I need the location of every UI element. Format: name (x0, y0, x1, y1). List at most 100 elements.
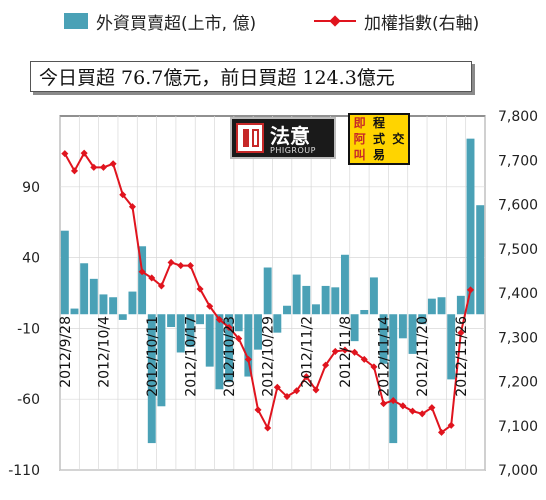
right-tick-label: 7,000 (498, 463, 538, 479)
index-point (409, 407, 417, 415)
bar (456, 295, 465, 315)
x-tick-label: 2012/10/23 (222, 316, 238, 397)
index-point (273, 383, 281, 391)
bar (350, 314, 359, 342)
bar (118, 314, 127, 320)
legend-bar-label: 外資買賣超(上市, 億) (96, 13, 257, 34)
index-point (167, 258, 175, 267)
index-point (293, 387, 301, 395)
index-point (61, 150, 69, 158)
index-point (99, 163, 108, 171)
bar (138, 246, 147, 315)
index-point (80, 149, 88, 157)
index-point (264, 424, 272, 432)
index-point (157, 282, 165, 290)
x-tick-label: 2012/11/20 (415, 316, 431, 397)
x-tick-label: 2012/11/8 (338, 316, 354, 388)
bar (234, 314, 243, 332)
right-tick-label: 7,700 (498, 153, 538, 169)
logo2-char: 程 (372, 116, 385, 130)
right-tick-label: 7,400 (498, 286, 538, 302)
logo2-char: 式 (372, 132, 385, 146)
bar (418, 314, 427, 325)
bar (389, 314, 398, 444)
summary-box: 今日買超 76.7億元，前日買超 124.3億元 (30, 61, 472, 92)
x-tick-label: 2012/10/17 (183, 316, 199, 397)
left-tick-label: -10 (17, 321, 40, 337)
right-tick-label: 7,500 (498, 242, 538, 258)
legend-bar-swatch (64, 13, 88, 29)
logo2-char: 阿 (353, 132, 366, 146)
index-point (466, 286, 475, 294)
index-point (90, 163, 98, 171)
legend-line-label: 加權指數(右軸) (364, 13, 480, 34)
index-point (302, 373, 310, 381)
index-point (457, 329, 465, 337)
bar (466, 138, 475, 315)
legend-line-swatch (314, 13, 356, 29)
index-point (186, 262, 194, 270)
index-point (138, 268, 146, 276)
phigroup-logo-subtext: PHIGROUP (270, 146, 316, 155)
bar (398, 314, 407, 339)
bar (360, 309, 369, 315)
bar (408, 314, 417, 354)
bar (331, 287, 340, 315)
bar (225, 314, 233, 383)
index-point (148, 274, 156, 282)
index-point (341, 346, 349, 354)
bar (147, 314, 156, 444)
logo2-char: 交 (392, 132, 405, 146)
x-tick-label: 2012/11/26 (454, 316, 470, 397)
bar (283, 305, 291, 315)
bar (99, 294, 108, 315)
bar (379, 314, 388, 364)
logo2-char: 即 (353, 116, 366, 130)
x-tick-label: 2012/10/11 (145, 316, 161, 397)
index-point (177, 262, 185, 270)
x-tick-label: 2012/11/14 (377, 316, 393, 397)
left-tick-label: -110 (8, 463, 40, 479)
bar (89, 278, 98, 315)
left-tick-label: 90 (22, 180, 40, 196)
index-point (70, 167, 79, 175)
phigroup-mark-icon (236, 123, 264, 153)
summary-text: 今日買超 76.7億元，前日買超 124.3億元 (39, 67, 395, 89)
index-point (351, 348, 359, 356)
logo2-char: 易 (372, 148, 385, 162)
index-point (370, 363, 378, 371)
right-tick-label: 7,600 (498, 198, 538, 214)
right-tick-label: 7,300 (498, 330, 538, 346)
phigroup-logo-text: 法意 (270, 124, 310, 148)
bar (70, 308, 79, 315)
index-point (109, 160, 117, 168)
x-tick-label: 2012/10/29 (261, 316, 277, 397)
bar (476, 205, 485, 315)
index-point (128, 203, 136, 211)
index-point (215, 316, 223, 324)
bar (369, 277, 378, 315)
index-point (380, 400, 388, 408)
bar (312, 304, 320, 315)
x-tick-label: 2012/11/2 (299, 316, 315, 388)
legend-item-line: 加權指數(右軸) (314, 8, 479, 34)
bar (244, 314, 253, 377)
index-point (119, 191, 127, 199)
index-point (360, 355, 368, 363)
bar (302, 285, 311, 315)
bar (340, 254, 349, 315)
bar (186, 314, 195, 347)
index-point (389, 396, 397, 405)
index-point (322, 361, 330, 369)
index-point (244, 355, 252, 363)
bar (80, 263, 89, 315)
bar (254, 314, 262, 350)
x-tick-label: 2012/9/28 (58, 316, 74, 388)
bar (321, 285, 330, 315)
bar (292, 274, 301, 315)
index-point (225, 323, 233, 332)
bar (205, 314, 214, 367)
bar (447, 314, 456, 380)
